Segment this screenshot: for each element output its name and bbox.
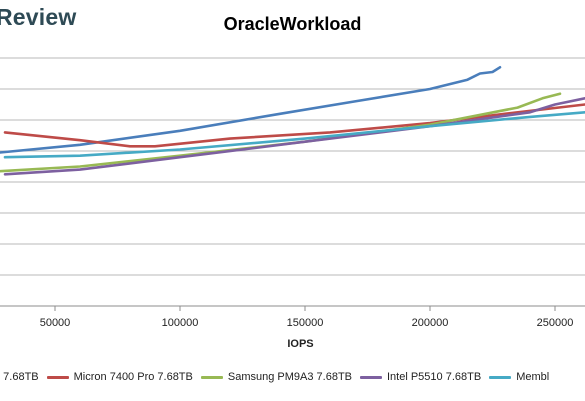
x-axis-label: IOPS xyxy=(0,338,585,350)
series-line-3 xyxy=(0,92,562,173)
x-tick-label: 100000 xyxy=(162,317,199,329)
legend-label: 6 7.68TB xyxy=(0,371,39,383)
legend-swatch xyxy=(200,375,223,379)
legend-item: 6 7.68TB xyxy=(0,371,39,383)
legend-label: Samsung PM9A3 7.68TB xyxy=(227,371,352,383)
x-tick-label: 200000 xyxy=(412,317,449,329)
legend-label: Membl xyxy=(516,371,550,383)
legend-label: Micron 7400 Pro 7.68TB xyxy=(73,371,193,383)
x-tick-label: 250000 xyxy=(537,317,574,329)
series-line-5 xyxy=(3,111,585,159)
legend-item: Membl xyxy=(489,371,549,383)
series-line-2 xyxy=(3,103,585,148)
x-tick-label: 50000 xyxy=(40,317,71,329)
series-line-1 xyxy=(0,66,502,154)
chart-title-text: OracleWorkload xyxy=(223,14,362,34)
legend-item: Samsung PM9A3 7.68TB xyxy=(200,371,352,383)
brand-logo-text: Review xyxy=(0,4,77,30)
x-tick-label: 150000 xyxy=(287,317,324,329)
legend-item: Intel P5510 7.68TB xyxy=(360,371,481,383)
x-axis-ticks: 50000 100000 150000 200000 250000 xyxy=(40,306,574,329)
legend-swatch xyxy=(46,375,69,379)
x-axis-label-text: IOPS xyxy=(287,338,314,350)
chart-title: OracleWorkload xyxy=(0,14,585,35)
gridlines xyxy=(0,57,585,307)
legend-swatch xyxy=(360,375,382,379)
series-lines xyxy=(0,66,585,176)
legend-item: Micron 7400 Pro 7.68TB xyxy=(46,371,193,383)
chart-legend: 6 7.68TB Micron 7400 Pro 7.68TB Samsung PM… xyxy=(0,371,557,383)
series-line-4 xyxy=(3,97,585,176)
legend-swatch xyxy=(489,375,512,379)
legend-label: Intel P5510 7.68TB xyxy=(387,371,482,383)
